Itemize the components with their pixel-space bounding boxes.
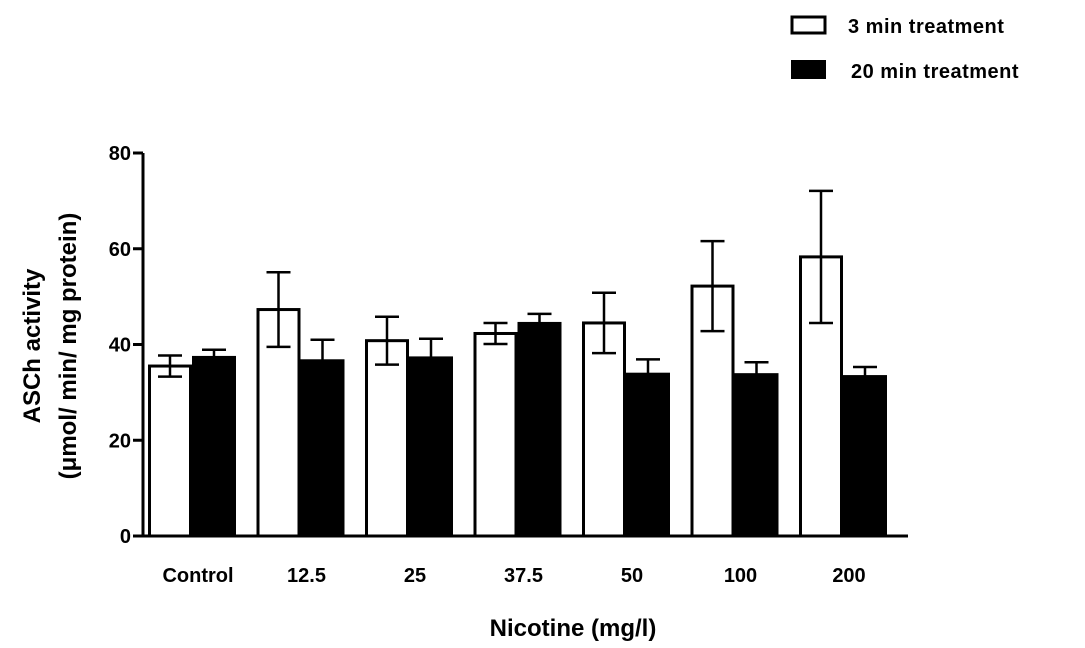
bar-20min [192, 355, 236, 538]
x-tick-label: 25 [404, 565, 426, 587]
bar-3min [365, 339, 409, 538]
y-axis-title: ASCh activity (μmol/ min/ mg protein) [19, 213, 82, 480]
x-tick-label: 37.5 [504, 565, 543, 587]
bar-20min [734, 373, 779, 538]
y-tick-label: 0 [120, 526, 131, 548]
legend-label-20min: 20 min treatment [851, 61, 1019, 83]
y-axis-title-line1: ASCh activity [19, 268, 46, 423]
bar-20min [409, 356, 453, 538]
y-axis-title-line2: (μmol/ min/ mg protein) [55, 213, 82, 480]
x-tick-label: 100 [724, 565, 757, 587]
legend-label-3min: 3 min treatment [848, 16, 1004, 38]
x-tick-label: 12.5 [287, 565, 326, 587]
tick-labels: 0 20 40 60 80 Control 12.5 25 37.5 50 100 200 [109, 143, 866, 587]
bar-3min [473, 331, 518, 538]
legend-swatch-3min [790, 15, 827, 35]
x-axis-title: Nicotine (mg/l) [490, 615, 657, 642]
bar-20min [843, 375, 887, 538]
legend: 3 min treatment 20 min treatment [790, 15, 1019, 83]
bars [148, 255, 887, 538]
bar-3min [582, 321, 626, 538]
legend-swatch-20min [791, 60, 826, 79]
bar-20min [626, 372, 670, 538]
bar-3min [148, 364, 192, 538]
x-tick-label: Control [162, 565, 233, 587]
bar-20min [300, 359, 345, 538]
y-tick-label: 20 [109, 430, 131, 452]
bar-20min [517, 321, 562, 538]
error-bars [158, 189, 877, 391]
y-tick-label: 40 [109, 335, 131, 357]
x-tick-label: 200 [832, 565, 865, 587]
y-tick-label: 60 [109, 239, 131, 261]
y-tick-label: 80 [109, 143, 131, 165]
x-tick-label: 50 [621, 565, 643, 587]
